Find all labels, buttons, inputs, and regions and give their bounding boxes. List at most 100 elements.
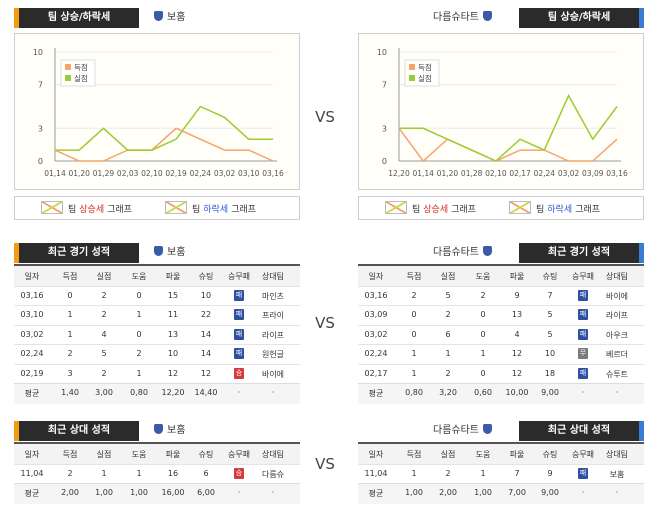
- y-tick-label: 7: [382, 81, 387, 90]
- legend-label: 실점: [418, 73, 432, 83]
- row-line: [358, 344, 644, 345]
- right-panel: 팀 상승/하락세 다름슈타트 0 3 7 10 12,20 01,14 01,20 01,28 02…: [358, 0, 644, 516]
- table-cell: 3: [67, 368, 73, 378]
- average-cell: 평균: [24, 489, 40, 498]
- trend-legend-icon: [41, 201, 63, 214]
- vs-label: VS: [315, 108, 335, 126]
- x-tick-label: 02,19: [165, 169, 187, 178]
- table-cell: 5: [101, 349, 107, 358]
- table-cell: 14: [200, 349, 212, 358]
- team-name: 다름슈타트: [433, 247, 479, 258]
- column-header: 슈팅: [198, 272, 214, 281]
- table-cell: 1: [136, 368, 142, 378]
- average-cell: 10,00: [505, 388, 529, 397]
- result-icon: 패: [578, 328, 588, 340]
- table-cell: 02,24: [364, 349, 388, 358]
- average-cell: ·: [581, 488, 585, 497]
- table-cell: 03,09: [364, 310, 388, 319]
- table-cell: 5: [547, 329, 553, 339]
- row-line: [14, 285, 300, 287]
- table-cell: 15: [167, 290, 179, 300]
- result-icon: 패: [234, 348, 244, 359]
- legend-word: 상승세: [79, 205, 105, 215]
- vs-label: VS: [315, 314, 335, 332]
- table-cell: 03,10: [20, 310, 44, 319]
- legend-word: 팀: [412, 205, 421, 215]
- table-cell: 아우크: [605, 330, 629, 340]
- table-cell: 1: [445, 349, 451, 358]
- team-name: 보훔: [167, 247, 186, 258]
- table-cell: 11,04: [364, 468, 388, 478]
- average-cell: 3,20: [439, 388, 457, 397]
- table-cell: 0: [480, 329, 486, 339]
- x-tick-label: 01,20: [437, 169, 459, 178]
- series-line: [55, 105, 273, 151]
- trend-legend-item: 팀 상승세 그래프: [41, 201, 132, 217]
- table-cell: 슈투트: [605, 369, 629, 379]
- section-tab: 최근 상대 성적: [14, 421, 139, 441]
- table-cell: 0: [480, 368, 486, 378]
- series-line: [399, 93, 618, 162]
- x-tick-label: 02,17: [509, 169, 531, 178]
- trend-legend: 팀 상승세 그래프 팀 하락세 그래프: [14, 196, 300, 220]
- average-cell: 1,40: [61, 388, 79, 397]
- average-cell: 16,00: [161, 488, 185, 497]
- column-header: 파울: [165, 450, 181, 459]
- table-cell: 22: [200, 310, 212, 319]
- table-cell: 12: [167, 368, 179, 378]
- table-cell: 2: [67, 468, 73, 478]
- table-cell: 03,02: [364, 329, 388, 339]
- legend-label: 실점: [74, 73, 88, 83]
- table-cell: 11,04: [20, 468, 44, 478]
- column-header: 실점: [440, 450, 456, 459]
- table-cell: 12: [200, 368, 212, 378]
- table-cell: 라이프: [605, 311, 629, 320]
- table-cell: 02,24: [20, 349, 44, 358]
- table-cell: 7: [514, 468, 520, 478]
- average-cell: 9,00: [541, 388, 559, 397]
- team-icon: [483, 424, 492, 434]
- x-tick-label: 03,09: [582, 169, 604, 178]
- section-tab: 팀 상승/하락세: [519, 8, 644, 28]
- result-icon: 패: [578, 367, 588, 379]
- table-cell: 1: [136, 468, 142, 478]
- row-line: [358, 463, 644, 465]
- table-cell: 18: [544, 368, 556, 378]
- table-cell: 03,16: [20, 290, 44, 300]
- column-header: 도움: [475, 272, 491, 281]
- table-cell: 9: [514, 290, 520, 300]
- x-tick-label: 01,29: [93, 169, 115, 178]
- row-line: [358, 363, 644, 365]
- table-cell: 1: [411, 468, 417, 478]
- table-cell: 2: [411, 290, 417, 300]
- table-cell: 프라이: [261, 311, 285, 320]
- trend-legend-item: 팀 하락세 그래프: [165, 201, 256, 217]
- team-name-block: 보훔: [150, 421, 185, 441]
- average-cell: 2,00: [439, 488, 457, 497]
- column-header: 상대팀: [605, 272, 629, 281]
- x-tick-label: 03,16: [606, 169, 628, 178]
- table-cell: 마인츠: [261, 291, 285, 301]
- table-cell: 9: [547, 468, 553, 478]
- section-tab: 최근 경기 성적: [14, 243, 139, 263]
- column-header: 승무패: [571, 272, 595, 281]
- team-icon: [483, 246, 492, 256]
- result-icon: 패: [578, 289, 588, 301]
- table-cell: 0: [136, 290, 142, 300]
- table-cell: 1: [411, 349, 417, 358]
- trend-legend: 팀 상승세 그래프 팀 하락세 그래프: [358, 196, 644, 220]
- line-chart: 0 3 7 10 01,14 01,20 01,29 02,03 02,10 02,19 02,24…: [15, 34, 299, 189]
- team-name: 다름슈타트: [433, 12, 479, 23]
- legend-swatch: [409, 75, 415, 81]
- table-cell: 13: [511, 310, 523, 319]
- team-name-block: 다름슈타트: [433, 421, 496, 441]
- legend-label: 득점: [74, 62, 88, 72]
- average-cell: ·: [615, 488, 619, 497]
- result-icon: 패: [578, 309, 588, 320]
- row-line: [14, 363, 300, 365]
- x-tick-label: 01,14: [412, 169, 434, 178]
- table-cell: 02,19: [20, 368, 44, 378]
- x-tick-label: 02,10: [141, 169, 163, 178]
- average-cell: 0,80: [130, 388, 148, 397]
- column-header: 승무패: [227, 272, 251, 281]
